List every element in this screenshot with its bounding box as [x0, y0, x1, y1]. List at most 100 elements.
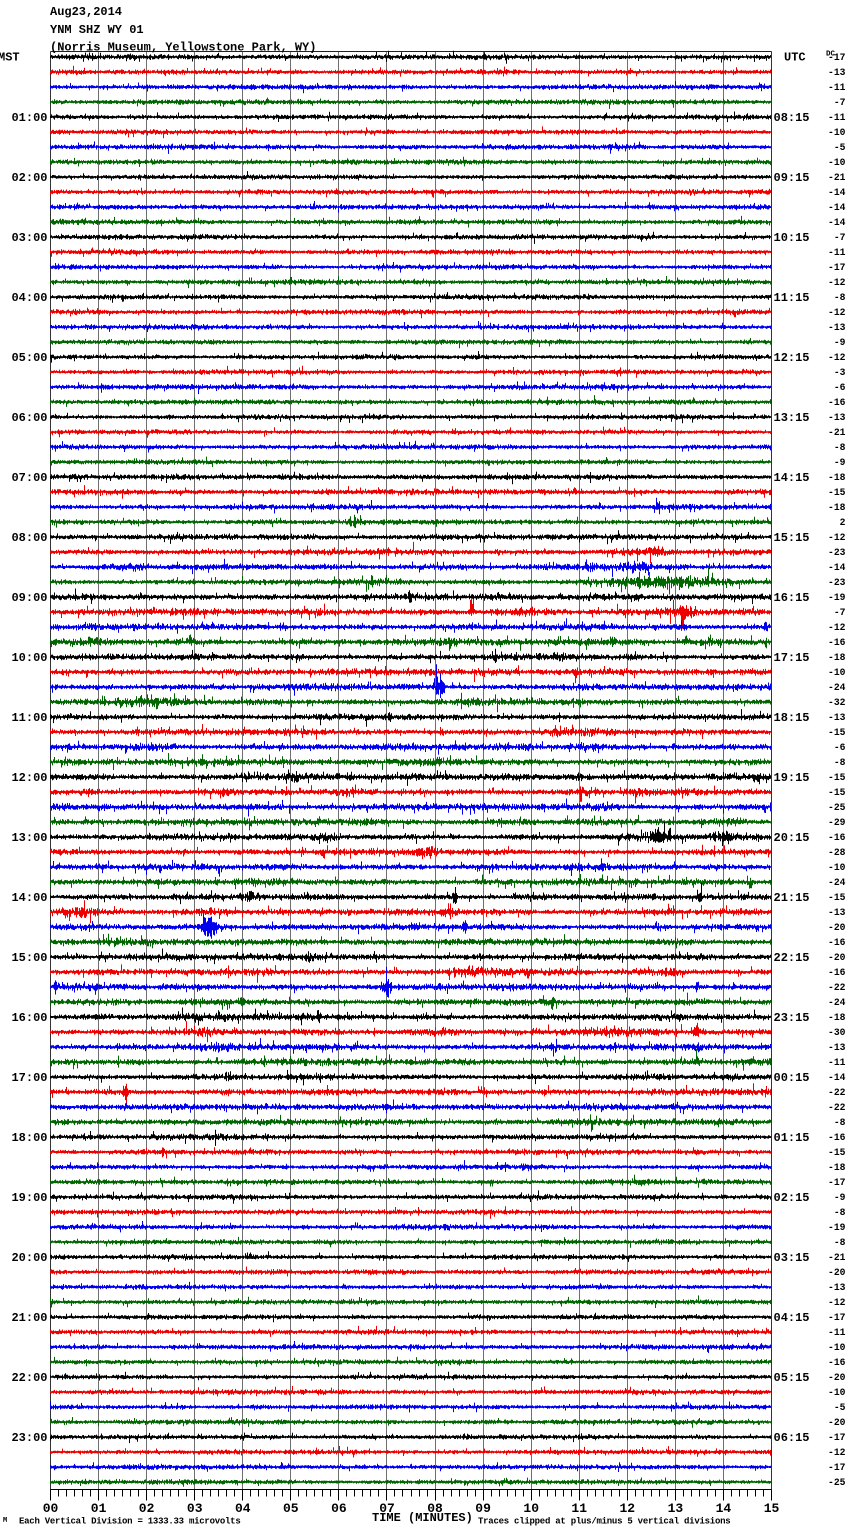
svg-text:-16: -16 — [828, 1357, 846, 1368]
svg-text:-16: -16 — [828, 637, 846, 648]
svg-text:-7: -7 — [834, 97, 846, 108]
svg-text:-12: -12 — [828, 532, 846, 543]
svg-text:-25: -25 — [828, 802, 846, 813]
svg-text:-11: -11 — [828, 112, 846, 123]
svg-text:-20: -20 — [828, 1417, 846, 1428]
svg-text:-7: -7 — [834, 607, 846, 618]
svg-text:-14: -14 — [828, 187, 846, 198]
svg-text:-8: -8 — [834, 1237, 846, 1248]
svg-text:-22: -22 — [828, 1087, 846, 1098]
svg-text:(Norris Museum, Yellowstone Pa: (Norris Museum, Yellowstone Park, WY) — [50, 41, 316, 55]
svg-text:04:00: 04:00 — [11, 291, 47, 305]
svg-text:12:00: 12:00 — [11, 771, 47, 785]
svg-text:MST: MST — [0, 51, 20, 65]
svg-text:-11: -11 — [828, 247, 846, 258]
svg-text:Traces clipped at plus/minus 5: Traces clipped at plus/minus 5 vertical … — [478, 1517, 730, 1527]
svg-text:-6: -6 — [834, 742, 846, 753]
svg-text:04:15: 04:15 — [774, 1311, 810, 1325]
svg-text:01:00: 01:00 — [11, 111, 47, 125]
svg-text:-18: -18 — [828, 1162, 846, 1173]
svg-text:Each Vertical Division = 1333.: Each Vertical Division = 1333.33 microvo… — [19, 1517, 241, 1527]
svg-text:-15: -15 — [828, 727, 846, 738]
svg-text:-12: -12 — [828, 1447, 846, 1458]
svg-text:YNM SHZ WY 01: YNM SHZ WY 01 — [50, 23, 144, 37]
svg-text:-15: -15 — [828, 772, 846, 783]
svg-text:-10: -10 — [828, 1387, 846, 1398]
svg-text:13:00: 13:00 — [11, 831, 47, 845]
svg-text:Aug23,2014: Aug23,2014 — [50, 5, 122, 19]
svg-text:09:00: 09:00 — [11, 591, 47, 605]
svg-text:18:00: 18:00 — [11, 1131, 47, 1145]
svg-text:-14: -14 — [828, 562, 846, 573]
svg-text:12:15: 12:15 — [774, 351, 810, 365]
svg-text:23:00: 23:00 — [11, 1431, 47, 1445]
svg-text:06:00: 06:00 — [11, 411, 47, 425]
svg-text:-12: -12 — [828, 1297, 846, 1308]
svg-text:-9: -9 — [834, 337, 846, 348]
svg-text:-20: -20 — [828, 922, 846, 933]
svg-text:-18: -18 — [828, 472, 846, 483]
svg-text:05:15: 05:15 — [774, 1371, 810, 1385]
svg-text:16:15: 16:15 — [774, 591, 810, 605]
svg-text:-5: -5 — [834, 142, 846, 153]
svg-text:11: 11 — [571, 1501, 587, 1516]
svg-text:-18: -18 — [828, 652, 846, 663]
svg-text:-15: -15 — [828, 892, 846, 903]
svg-text:14:15: 14:15 — [774, 471, 810, 485]
svg-text:19:15: 19:15 — [774, 771, 810, 785]
svg-text:-24: -24 — [828, 877, 846, 888]
svg-text:-11: -11 — [828, 1057, 846, 1068]
svg-text:-8: -8 — [834, 1207, 846, 1218]
svg-text:-22: -22 — [828, 1102, 846, 1113]
svg-text:-14: -14 — [828, 202, 846, 213]
svg-text:10: 10 — [523, 1501, 539, 1516]
svg-text:06: 06 — [331, 1501, 347, 1516]
svg-text:-29: -29 — [828, 817, 846, 828]
svg-text:-9: -9 — [834, 1192, 846, 1203]
svg-text:09:15: 09:15 — [774, 171, 810, 185]
svg-text:-12: -12 — [828, 277, 846, 288]
svg-text:20:00: 20:00 — [11, 1251, 47, 1265]
svg-text:05:00: 05:00 — [11, 351, 47, 365]
svg-text:-15: -15 — [828, 787, 846, 798]
svg-text:-25: -25 — [828, 1477, 846, 1488]
svg-text:-12: -12 — [828, 622, 846, 633]
svg-text:-17: -17 — [828, 262, 846, 273]
svg-text:00:15: 00:15 — [774, 1071, 810, 1085]
svg-text:03:00: 03:00 — [11, 231, 47, 245]
svg-text:-23: -23 — [828, 577, 846, 588]
svg-text:-17: -17 — [828, 52, 846, 63]
svg-text:DC: DC — [826, 51, 836, 59]
svg-text:-24: -24 — [828, 682, 846, 693]
svg-text:03:15: 03:15 — [774, 1251, 810, 1265]
svg-text:02:15: 02:15 — [774, 1191, 810, 1205]
svg-text:03: 03 — [187, 1501, 203, 1516]
svg-text:19:00: 19:00 — [11, 1191, 47, 1205]
svg-text:-12: -12 — [828, 307, 846, 318]
svg-text:-23: -23 — [828, 547, 846, 558]
svg-text:17:00: 17:00 — [11, 1071, 47, 1085]
svg-text:22:00: 22:00 — [11, 1371, 47, 1385]
svg-text:-24: -24 — [828, 997, 846, 1008]
svg-text:-21: -21 — [828, 1252, 846, 1263]
svg-text:-16: -16 — [828, 832, 846, 843]
svg-text:-6: -6 — [834, 382, 846, 393]
svg-text:-21: -21 — [828, 427, 846, 438]
svg-text:-12: -12 — [828, 352, 846, 363]
svg-text:20:15: 20:15 — [774, 831, 810, 845]
svg-text:-8: -8 — [834, 292, 846, 303]
svg-text:UTC: UTC — [784, 51, 806, 65]
svg-text:-15: -15 — [828, 487, 846, 498]
svg-text:TIME (MINUTES): TIME (MINUTES) — [372, 1511, 473, 1525]
svg-text:-16: -16 — [828, 937, 846, 948]
svg-text:00: 00 — [43, 1501, 59, 1516]
svg-text:-10: -10 — [828, 1342, 846, 1353]
svg-text:01:15: 01:15 — [774, 1131, 810, 1145]
svg-text:-11: -11 — [828, 82, 846, 93]
svg-text:11:00: 11:00 — [11, 711, 47, 725]
svg-text:07: 07 — [379, 1501, 395, 1516]
svg-text:-10: -10 — [828, 667, 846, 678]
svg-text:-11: -11 — [828, 1327, 846, 1338]
svg-text:-20: -20 — [828, 1372, 846, 1383]
svg-text:08:15: 08:15 — [774, 111, 810, 125]
